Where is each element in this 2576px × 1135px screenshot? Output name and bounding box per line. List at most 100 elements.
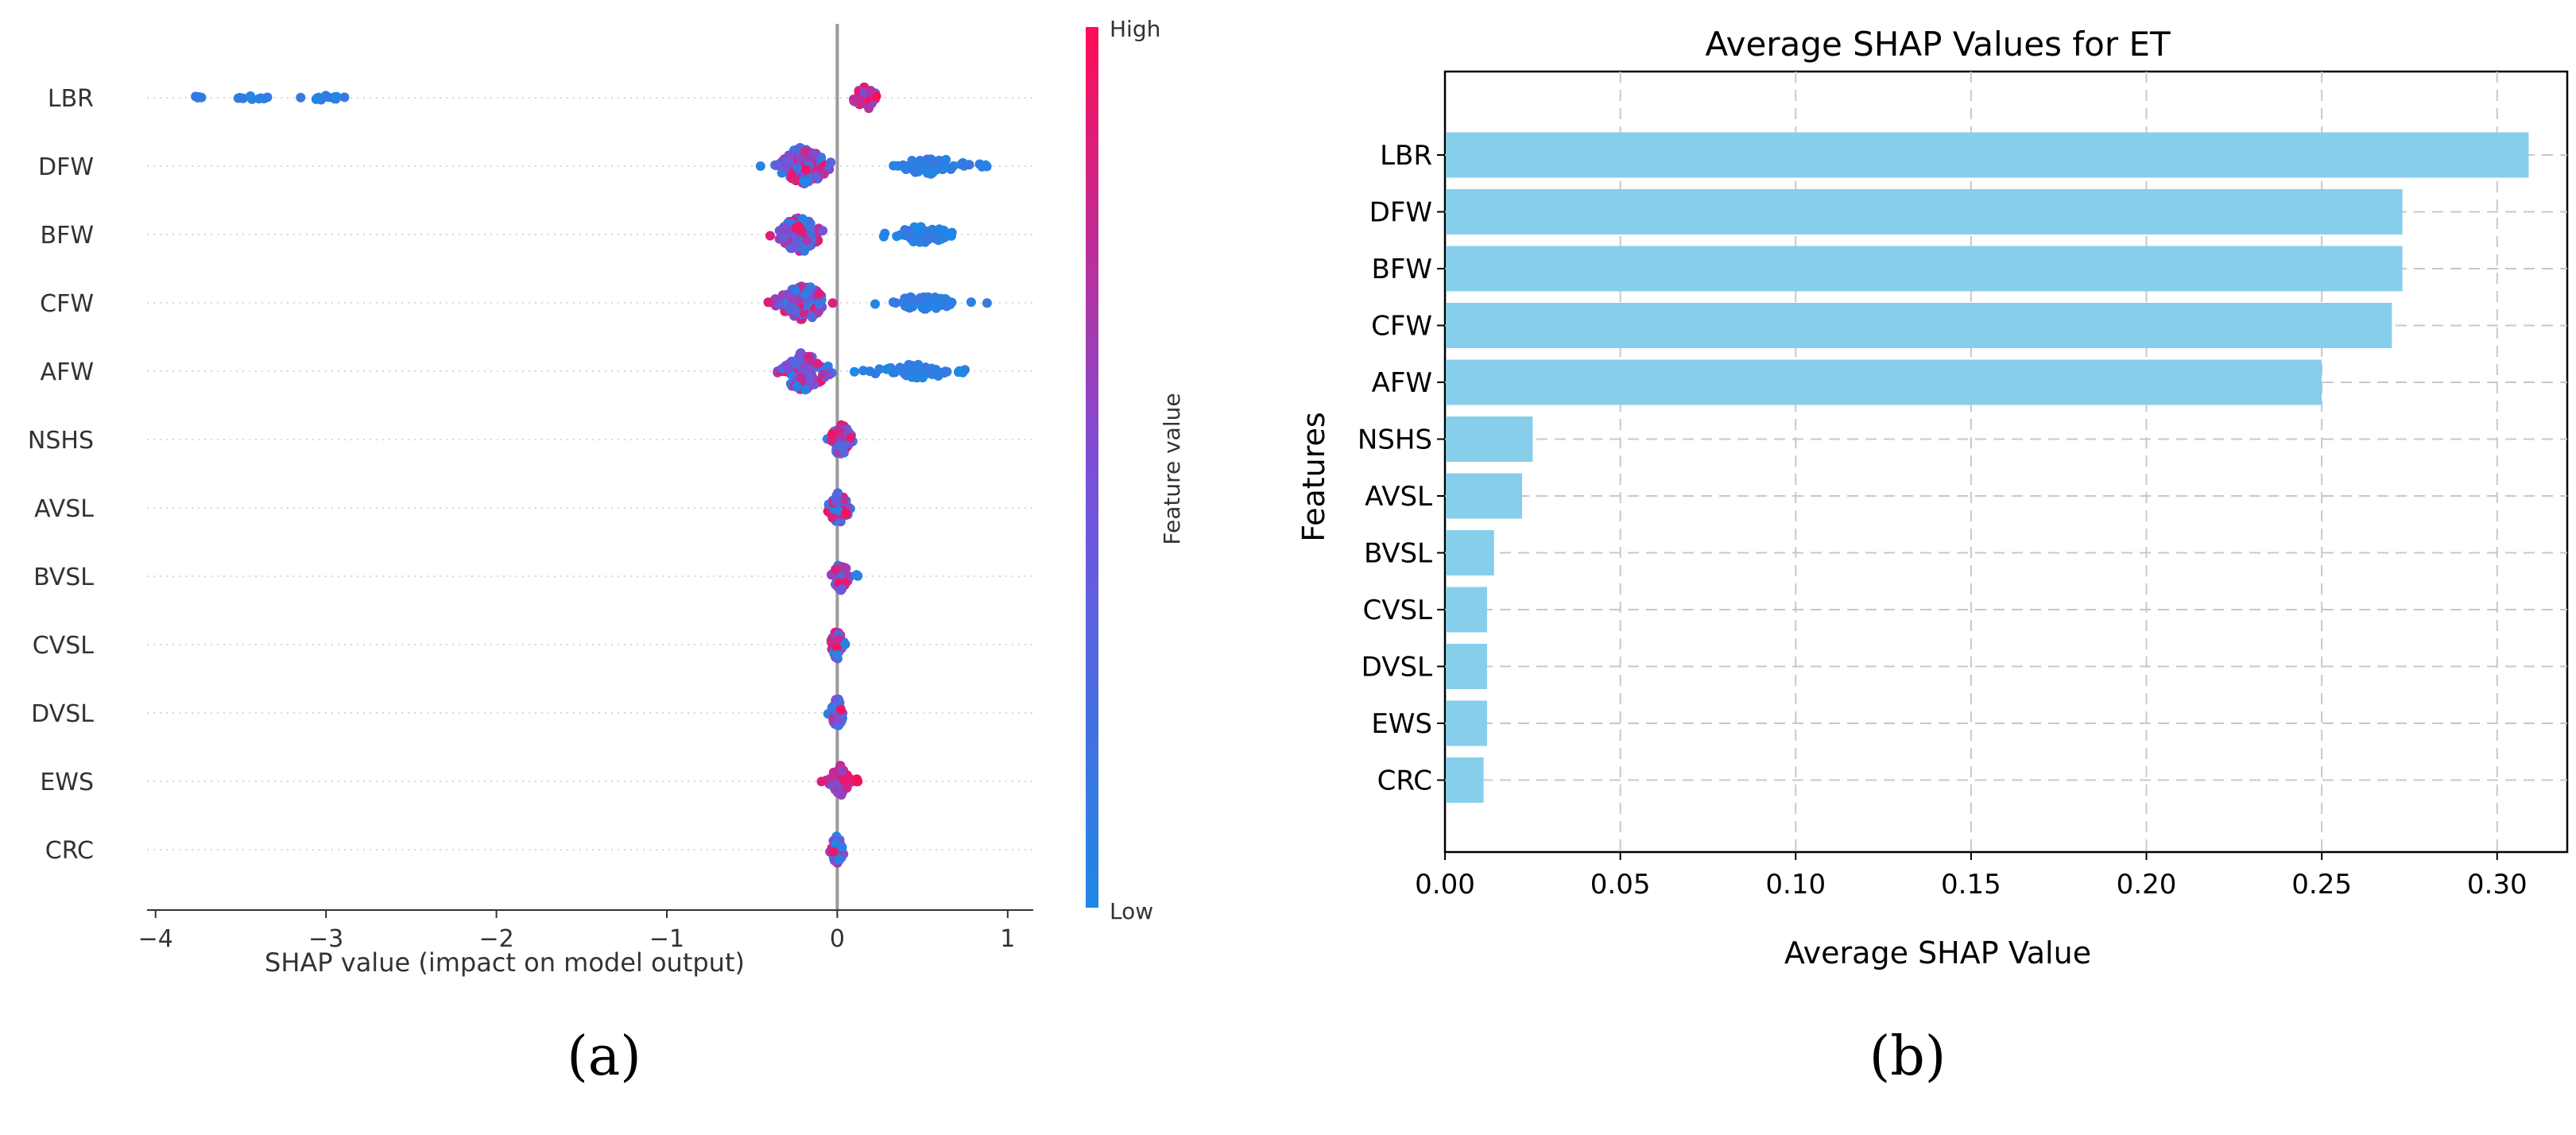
shap-point — [853, 571, 863, 581]
shap-point — [963, 160, 974, 170]
x-tick-label: −3 — [308, 925, 343, 953]
x-tick-label: 0.25 — [2291, 869, 2352, 901]
shap-point — [814, 299, 824, 309]
shap-point — [802, 287, 812, 297]
shap-point — [826, 157, 836, 168]
shap-point — [827, 429, 837, 440]
shap-point — [839, 775, 850, 785]
bar-y-axis-title: Features — [1296, 412, 1331, 541]
shap-point — [763, 297, 773, 308]
x-tick-label: 0.15 — [1941, 869, 2001, 901]
shap-point — [856, 96, 866, 107]
shap-point — [852, 774, 862, 784]
shap-point — [828, 846, 839, 857]
shap-point — [905, 365, 915, 375]
shap-point — [800, 146, 810, 157]
feature-label-dfw: DFW — [38, 153, 94, 181]
colorbar-high-label: High — [1110, 16, 1160, 42]
bar-marks — [1446, 132, 2529, 803]
bar-plot-frame — [1443, 70, 2569, 854]
shap-point — [834, 855, 844, 866]
x-tick-label: 0 — [830, 925, 845, 953]
category-label-nshs: NSHS — [1358, 424, 1432, 456]
shap-point — [920, 302, 930, 312]
beeswarm-row-guides — [147, 97, 1033, 850]
shap-point — [246, 91, 256, 101]
feature-label-dvsl: DVSL — [31, 700, 94, 728]
shap-point — [824, 370, 835, 380]
shap-point — [809, 149, 819, 160]
shap-point — [932, 161, 942, 172]
beeswarm-x-ticks: −4 −3 −2 −1 0 1 — [138, 910, 1015, 953]
feature-label-crc: CRC — [45, 837, 94, 865]
shap-point — [929, 227, 939, 237]
shap-point — [796, 153, 806, 164]
category-label-bfw: BFW — [1372, 254, 1433, 285]
colorbar-gradient — [1086, 27, 1098, 908]
shap-point — [974, 159, 985, 169]
shap-point — [922, 154, 932, 165]
shap-point — [791, 306, 801, 316]
shap-point — [320, 91, 331, 101]
shap-point — [339, 92, 350, 103]
shap-point — [238, 93, 248, 103]
feature-label-cvsl: CVSL — [33, 632, 95, 660]
shap-point — [791, 176, 801, 185]
bar-x-axis-title: Average SHAP Value — [1784, 936, 2091, 970]
shap-point — [839, 447, 849, 458]
shap-point — [850, 366, 859, 377]
feature-label-nshs: NSHS — [28, 427, 94, 455]
shap-point — [833, 488, 843, 498]
shap-beeswarm-panel: LBR DFW BFW CFW AFW NSHS AVSL BVSL CVSL DVSL EWS CR… — [28, 16, 1185, 978]
shap-point — [907, 293, 917, 303]
shap-point — [785, 149, 796, 160]
shap-point — [791, 232, 800, 242]
colorbar-low-label: Low — [1110, 898, 1153, 924]
bar-chart-title: Average SHAP Values for ET — [1705, 25, 2171, 64]
shap-point — [874, 364, 885, 374]
shap-point — [783, 364, 793, 374]
shap-point — [778, 233, 788, 243]
shap-point — [802, 235, 812, 246]
shap-point — [841, 564, 851, 573]
category-label-ews: EWS — [1371, 708, 1432, 740]
shap-point — [765, 230, 775, 241]
category-label-avsl: AVSL — [1365, 481, 1432, 513]
shap-point — [893, 365, 903, 375]
shap-point — [840, 440, 850, 450]
shap-point — [881, 364, 892, 374]
shap-point — [923, 292, 933, 302]
bar-afw — [1446, 359, 2322, 405]
shap-point — [955, 366, 966, 377]
shap-point — [814, 306, 824, 316]
shap-point — [931, 365, 941, 374]
shap-point — [931, 234, 941, 244]
bar-category-labels: LBR DFW BFW CFW AFW NSHS AVSL BVSL CVSL DVSL EWS CR… — [1358, 140, 1445, 797]
shap-point — [831, 564, 841, 575]
category-label-crc: CRC — [1377, 765, 1432, 797]
average-shap-bar-panel: LBR DFW BFW CFW AFW NSHS AVSL BVSL CVSL DVSL EWS CR… — [1296, 25, 2569, 970]
shap-point — [920, 233, 930, 243]
shap-point — [801, 165, 812, 175]
shap-point — [805, 219, 815, 229]
x-tick-label: −4 — [138, 925, 173, 953]
shap-point — [832, 649, 843, 660]
x-tick-label: 0.00 — [1415, 869, 1475, 901]
shap-point — [782, 289, 792, 300]
shap-point — [902, 302, 912, 312]
bar-cvsl — [1446, 587, 1487, 633]
feature-label-afw: AFW — [41, 358, 94, 386]
shap-point — [956, 159, 966, 169]
shap-point — [833, 634, 843, 645]
shap-point — [296, 92, 306, 103]
bar-avsl — [1446, 473, 1523, 519]
shap-point — [878, 231, 889, 242]
shap-point — [818, 226, 828, 236]
category-label-dfw: DFW — [1369, 197, 1432, 229]
shap-point — [889, 161, 899, 171]
x-tick-label: 0.20 — [2117, 869, 2177, 901]
shap-point — [837, 584, 847, 594]
shap-point — [827, 298, 838, 308]
x-tick-label: 0.10 — [1765, 869, 1826, 901]
